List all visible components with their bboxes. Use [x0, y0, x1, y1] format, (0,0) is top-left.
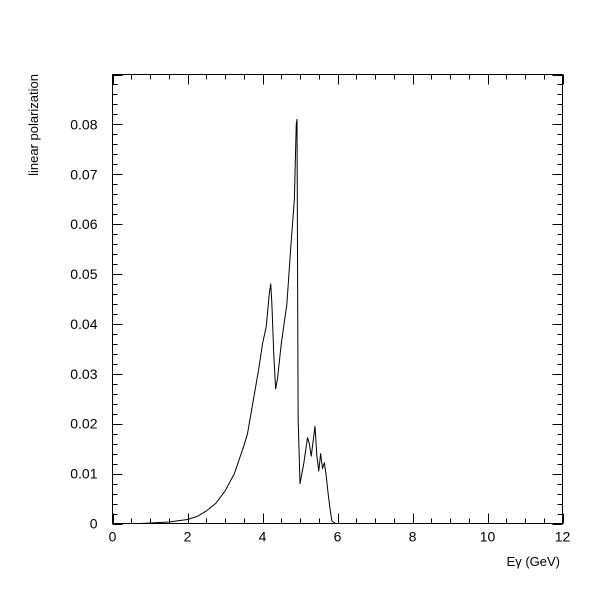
y-tick-label: 0.04 — [70, 316, 97, 332]
x-tick-label: 4 — [259, 529, 267, 545]
x-tick-label: 2 — [184, 529, 192, 545]
y-tick-label: 0.05 — [70, 266, 97, 282]
x-tick-label: 8 — [409, 529, 417, 545]
x-tick-label: 0 — [109, 529, 117, 545]
y-tick-label: 0.01 — [70, 466, 97, 482]
y-tick-label: 0.02 — [70, 416, 97, 432]
y-axis-tick-labels: 0 0.01 0.02 0.03 0.04 0.05 0.06 0.07 0.08 — [70, 116, 97, 531]
x-axis-ticks — [113, 74, 564, 524]
y-axis-ticks — [112, 75, 563, 525]
x-tick-label: 12 — [555, 529, 571, 545]
x-axis-tick-labels: 0 2 4 6 8 10 12 — [109, 529, 571, 545]
y-tick-label: 0 — [90, 516, 98, 532]
x-tick-label: 6 — [334, 529, 342, 545]
series-line — [140, 118, 336, 524]
x-axis-label: Eγ (GeV) — [507, 554, 560, 569]
plot-frame — [112, 74, 563, 524]
y-axis-label: linear polarization — [26, 74, 41, 176]
y-tick-label: 0.06 — [70, 216, 97, 232]
x-tick-label: 10 — [480, 529, 496, 545]
y-tick-label: 0.03 — [70, 366, 97, 382]
y-tick-label: 0.08 — [70, 116, 97, 132]
y-tick-label: 0.07 — [70, 166, 97, 182]
